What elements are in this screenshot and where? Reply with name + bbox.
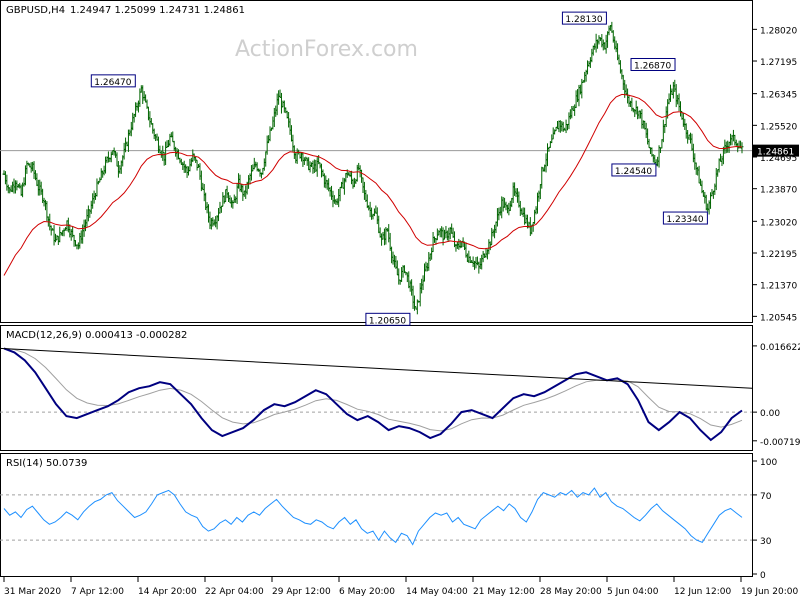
price-annotation-box xyxy=(611,163,657,177)
price-tick-label: 1.23020 xyxy=(760,218,797,228)
price-annotation-label: 1.28130 xyxy=(565,15,602,25)
macd-title: MACD(12,26,9) 0.000413 -0.000282 xyxy=(6,330,187,341)
last-price-label: 1.24861 xyxy=(757,148,794,158)
rsi-title: RSI(14) 50.0739 xyxy=(6,458,87,469)
watermark: ActionForex.com xyxy=(235,37,418,62)
time-tick-label: 7 Apr 12:00 xyxy=(71,587,124,597)
macd-tick-label: -0.007196 xyxy=(760,438,800,448)
price-tick-label: 1.23870 xyxy=(760,186,797,196)
price-tick-label: 1.25520 xyxy=(760,122,797,132)
time-tick-label: 29 Apr 12:00 xyxy=(272,587,331,597)
price-annotation-box xyxy=(561,11,607,25)
rsi-tick-label: 0 xyxy=(760,571,766,581)
last-price-box xyxy=(753,144,799,157)
time-tick-label: 14 May 04:00 xyxy=(406,587,468,597)
price-tick-label: 1.20545 xyxy=(760,313,797,323)
macd-panel xyxy=(0,325,753,451)
price-annotation-label: 1.23340 xyxy=(666,215,703,225)
price-annotation-box xyxy=(630,57,676,71)
price-annotation-label: 1.20650 xyxy=(369,316,406,326)
time-tick-label: 5 Jun 04:00 xyxy=(607,587,659,597)
ohlc-label: 1.24947 1.25099 1.24731 1.24861 xyxy=(70,5,245,16)
price-annotation-box xyxy=(90,74,136,88)
moving-average-line xyxy=(3,93,743,276)
macd-trendline xyxy=(0,347,753,389)
time-tick-label: 22 Apr 04:00 xyxy=(205,587,264,597)
price-tick-label: 1.21370 xyxy=(760,282,797,292)
price-tick-label: 1.22195 xyxy=(760,250,797,260)
time-tick-label: 19 Jun 20:00 xyxy=(741,587,798,597)
candles-group xyxy=(2,21,744,315)
price-tick-label: 1.28020 xyxy=(760,26,797,36)
rsi-line xyxy=(3,487,743,546)
macd-tick-label: 0.016622 xyxy=(760,343,800,353)
price-annotation-label: 1.24540 xyxy=(615,167,652,177)
rsi-tick-label: 100 xyxy=(760,458,777,468)
moving-average-group xyxy=(3,93,743,276)
price-annotation-box xyxy=(662,211,708,225)
time-tick-label: 12 Jun 12:00 xyxy=(674,587,731,597)
price-tick-label: 1.24695 xyxy=(760,154,797,164)
macd-group: 0.016622 0.00 -0.007196 xyxy=(0,343,800,448)
time-axis: 31 Mar 2020 7 Apr 12:00 14 Apr 20:00 22 Apr… xyxy=(3,577,798,597)
time-tick-label: 6 May 20:00 xyxy=(339,587,395,597)
price-tick-label: 1.26345 xyxy=(760,91,797,101)
symbol-label: GBPUSD,H4 xyxy=(6,5,65,16)
price-tick-label: 1.27195 xyxy=(760,58,797,68)
time-tick-label: 31 Mar 2020 xyxy=(4,587,61,597)
macd-tick-label: 0.00 xyxy=(760,409,780,419)
rsi-tick-label: 70 xyxy=(760,492,772,502)
time-tick-label: 28 May 20:00 xyxy=(540,587,602,597)
price-annotation-label: 1.26870 xyxy=(634,61,671,71)
rsi-group: 100 70 30 0 xyxy=(0,458,777,581)
price-annotation-box xyxy=(365,312,411,326)
rsi-panel xyxy=(0,453,753,577)
time-tick-label: 21 May 12:00 xyxy=(473,587,535,597)
price-annotation-label: 1.26470 xyxy=(94,78,131,88)
rsi-tick-label: 30 xyxy=(760,537,772,547)
macd-line xyxy=(3,347,743,442)
time-tick-label: 14 Apr 20:00 xyxy=(138,587,197,597)
price-annotations: 1.26470 1.20650 1.28130 1.26870 1.24540 1.233… xyxy=(90,11,708,326)
price-panel xyxy=(0,0,753,323)
price-axis: 1.28020 1.27195 1.26345 1.25520 1.24695 1.238… xyxy=(752,26,799,323)
